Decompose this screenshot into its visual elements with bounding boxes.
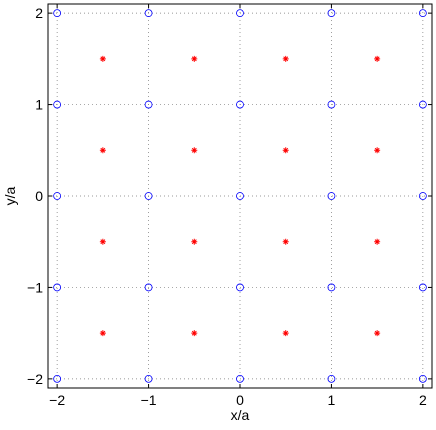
y-axis-label: y/a xyxy=(2,186,18,205)
circle-marker xyxy=(327,100,336,109)
y-tick-label: −1 xyxy=(27,279,43,295)
star-marker xyxy=(282,330,289,337)
circle-marker xyxy=(53,283,62,292)
circle-marker xyxy=(144,192,153,200)
circle-marker xyxy=(327,374,336,383)
y-tick-label: 0 xyxy=(35,188,43,204)
star-marker xyxy=(99,330,106,337)
star-marker xyxy=(282,147,289,154)
circle-marker xyxy=(418,283,427,292)
x-tick-label: 1 xyxy=(328,392,336,408)
star-marker xyxy=(282,55,289,62)
star-marker xyxy=(191,238,198,245)
y-tick-label: 2 xyxy=(35,5,43,21)
circle-marker xyxy=(236,192,244,200)
x-tick-label: 0 xyxy=(236,392,244,408)
circle-marker xyxy=(53,374,62,383)
star-marker xyxy=(282,238,289,245)
circle-marker xyxy=(144,100,153,109)
y-tick-label: 1 xyxy=(35,97,43,113)
circle-marker xyxy=(236,283,244,292)
y-tick-label: −2 xyxy=(27,371,43,387)
circle-marker xyxy=(418,100,427,109)
star-marker xyxy=(99,147,106,154)
x-tick-label: −1 xyxy=(141,392,157,408)
plot-frame xyxy=(47,3,433,389)
circle-marker xyxy=(327,9,336,18)
circle-marker xyxy=(418,374,427,383)
star-marker xyxy=(191,55,198,62)
x-tick-label: 2 xyxy=(419,392,427,408)
star-marker xyxy=(374,330,381,337)
circle-marker xyxy=(418,9,427,18)
circle-marker xyxy=(236,9,244,18)
x-tick-label: −2 xyxy=(49,392,65,408)
star-marker xyxy=(374,147,381,154)
circle-marker xyxy=(327,283,336,292)
star-marker xyxy=(374,55,381,62)
circle-marker xyxy=(236,100,244,109)
star-marker xyxy=(99,238,106,245)
star-marker xyxy=(374,238,381,245)
circle-marker xyxy=(53,192,62,200)
circle-marker xyxy=(236,374,244,383)
circle-marker xyxy=(418,192,427,200)
circle-marker xyxy=(53,100,62,109)
star-marker xyxy=(191,147,198,154)
circle-marker xyxy=(144,9,153,18)
circle-marker xyxy=(144,283,153,292)
circle-marker xyxy=(53,9,62,18)
star-marker xyxy=(99,55,106,62)
circle-marker xyxy=(327,192,336,200)
star-marker xyxy=(191,330,198,337)
circle-marker xyxy=(144,374,153,383)
x-axis-label: x/a xyxy=(231,407,250,423)
